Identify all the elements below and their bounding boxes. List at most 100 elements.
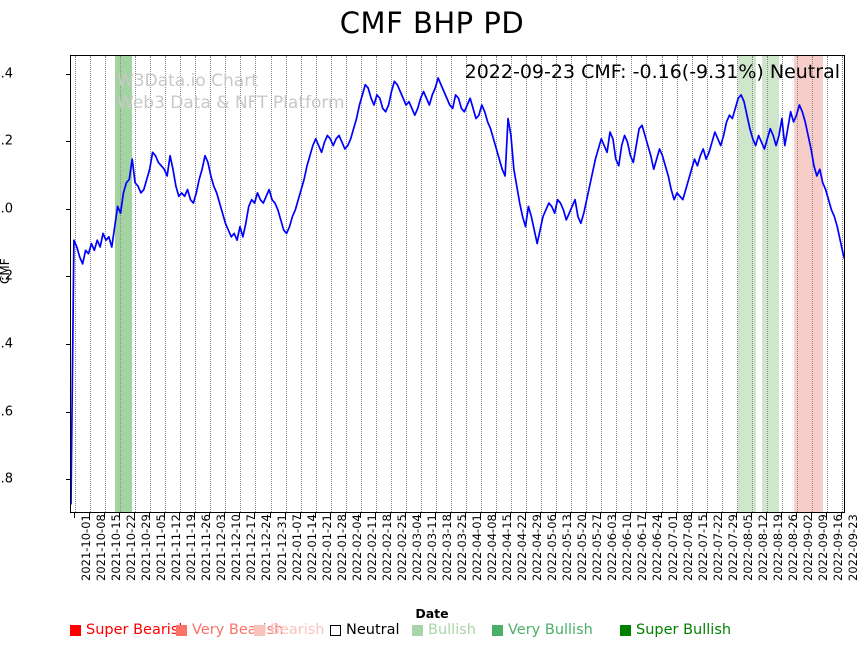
legend-item[interactable]: Very Bullish xyxy=(492,619,593,641)
x-tick-mark xyxy=(585,513,587,518)
x-tick-label: 2022-08-05 xyxy=(740,514,755,581)
x-tick-label: 2022-08-19 xyxy=(770,514,785,581)
chart-title: CMF BHP PD xyxy=(339,6,525,40)
gridline xyxy=(195,56,197,512)
x-tick-mark xyxy=(104,513,106,518)
signal-band xyxy=(761,56,779,512)
gridline xyxy=(721,56,723,512)
x-tick-label: 2021-12-24 xyxy=(259,514,274,581)
x-tick-mark xyxy=(134,513,136,518)
x-tick-label: 2022-04-15 xyxy=(500,514,515,581)
cmf-line xyxy=(71,77,844,505)
x-tick-mark xyxy=(284,513,286,518)
x-tick-label: 2021-10-01 xyxy=(79,514,93,581)
x-tick-label: 2022-01-28 xyxy=(334,514,349,581)
legend-item[interactable]: Neutral xyxy=(330,619,400,641)
gridline xyxy=(556,56,558,512)
gridline xyxy=(616,56,618,512)
x-tick-mark xyxy=(720,513,722,518)
x-tick-label: 2022-06-03 xyxy=(605,514,620,581)
gridline xyxy=(601,56,603,512)
x-tick-mark xyxy=(194,513,196,518)
gridline xyxy=(135,56,137,512)
x-tick-label: 2022-03-25 xyxy=(454,514,469,581)
x-tick-mark xyxy=(329,513,331,518)
y-axis-label: CMF xyxy=(0,258,12,284)
x-tick-mark xyxy=(359,513,361,518)
y-tick-mark xyxy=(66,479,71,481)
x-tick-label: 2022-02-04 xyxy=(349,514,364,581)
y-tick-label: −0.4 xyxy=(0,336,13,352)
x-tick-label: 2021-12-17 xyxy=(244,514,259,581)
legend-item[interactable]: Super Bullish xyxy=(620,619,731,641)
gridline xyxy=(165,56,167,512)
cmf-readout-annotation: 2022-09-23 CMF: -0.16(-9.31%) Neutral xyxy=(464,61,840,83)
gridline xyxy=(526,56,528,512)
gridline xyxy=(90,56,92,512)
x-tick-label: 2021-11-12 xyxy=(169,514,184,581)
gridline xyxy=(586,56,588,512)
gridline xyxy=(781,56,783,512)
legend-item[interactable]: Bearish xyxy=(254,619,325,641)
x-tick-label: 2022-09-16 xyxy=(830,514,845,581)
signal-band xyxy=(738,56,756,512)
gridline xyxy=(435,56,437,512)
y-tick-mark xyxy=(66,276,71,278)
gridline xyxy=(842,56,843,512)
legend-item[interactable]: Bullish xyxy=(412,619,476,641)
x-tick-label: 2021-12-03 xyxy=(214,514,229,581)
x-tick-mark xyxy=(495,513,497,518)
x-tick-label: 2022-07-22 xyxy=(710,514,725,581)
gridline xyxy=(390,56,392,512)
y-tick-label: −0.6 xyxy=(0,404,13,420)
y-tick-mark xyxy=(66,73,71,75)
gridline xyxy=(511,56,513,512)
gridline xyxy=(375,56,377,512)
x-tick-mark xyxy=(555,513,557,518)
x-tick-mark xyxy=(299,513,301,518)
x-tick-mark xyxy=(735,513,737,518)
gridline xyxy=(315,56,317,512)
legend-swatch-icon xyxy=(70,624,81,636)
x-tick-mark xyxy=(179,513,181,518)
x-tick-mark xyxy=(119,513,121,518)
x-tick-label: 2022-02-25 xyxy=(394,514,409,581)
legend-swatch-icon xyxy=(412,624,423,636)
x-tick-label: 2022-06-10 xyxy=(620,514,635,581)
gridline xyxy=(766,56,768,512)
y-tick-label: 0.2 xyxy=(0,133,13,149)
x-tick-label: 2021-10-22 xyxy=(124,514,139,581)
x-tick-label: 2021-10-15 xyxy=(109,514,124,581)
x-tick-label: 2022-04-22 xyxy=(515,514,530,581)
legend-swatch-icon xyxy=(620,624,631,636)
legend-label: Super Bearish xyxy=(86,622,188,638)
x-tick-label: 2022-06-24 xyxy=(650,514,665,581)
x-tick-label: 2021-12-10 xyxy=(229,514,244,581)
x-tick-mark xyxy=(690,513,692,518)
gridline xyxy=(481,56,483,512)
x-tick-mark xyxy=(465,513,467,518)
legend-item[interactable]: Super Bearish xyxy=(70,619,188,641)
gridline xyxy=(420,56,422,512)
gridline xyxy=(466,56,468,512)
x-tick-mark xyxy=(419,513,421,518)
y-tick-label: 0.4 xyxy=(0,66,13,82)
gridline xyxy=(751,56,753,512)
x-tick-mark xyxy=(780,513,782,518)
x-axis-label: Date xyxy=(415,606,449,621)
x-tick-mark xyxy=(675,513,677,518)
gridline xyxy=(150,56,152,512)
x-tick-mark xyxy=(434,513,436,518)
y-tick-mark xyxy=(66,141,71,143)
gridline xyxy=(811,56,813,512)
y-tick-label: −0.8 xyxy=(0,471,13,487)
x-tick-label: 2022-06-17 xyxy=(635,514,650,581)
x-tick-label: 2021-12-31 xyxy=(274,514,289,581)
gridline xyxy=(360,56,362,512)
x-tick-mark xyxy=(89,513,91,518)
x-tick-label: 2021-10-08 xyxy=(94,514,109,581)
x-tick-label: 2022-05-27 xyxy=(590,514,605,581)
x-tick-mark xyxy=(164,513,166,518)
x-tick-label: 2022-01-14 xyxy=(304,514,319,581)
